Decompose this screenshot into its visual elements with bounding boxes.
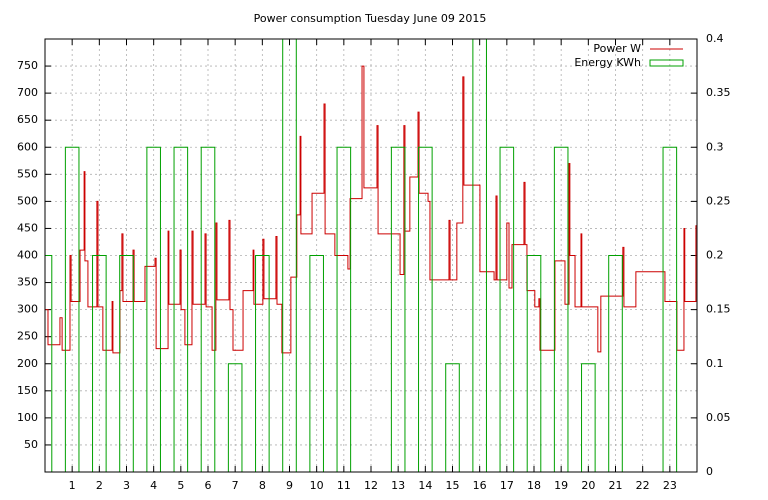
- y-tick-label: 50: [24, 438, 38, 451]
- x-tick-label: 18: [527, 479, 541, 492]
- y-tick-label: 250: [17, 330, 38, 343]
- x-tick-label: 3: [123, 479, 130, 492]
- x-tick-label: 17: [500, 479, 514, 492]
- x-tick-label: 20: [581, 479, 595, 492]
- y-tick-label: 500: [17, 194, 38, 207]
- y2-tick-label: 0.25: [706, 194, 731, 207]
- x-tick-label: 12: [364, 479, 378, 492]
- x-tick-label: 23: [663, 479, 677, 492]
- y-tick-label: 300: [17, 303, 38, 316]
- y-tick-label: 100: [17, 411, 38, 424]
- x-tick-label: 21: [609, 479, 623, 492]
- y2-tick-label: 0.15: [706, 303, 731, 316]
- y-tick-label: 350: [17, 276, 38, 289]
- y2-tick-label: 0.2: [706, 249, 724, 262]
- legend-label: Energy KWh: [574, 56, 641, 69]
- y-tick-label: 400: [17, 249, 38, 262]
- x-tick-label: 15: [446, 479, 460, 492]
- legend-swatch: [649, 59, 684, 67]
- x-tick-label: 2: [96, 479, 103, 492]
- y-tick-label: 150: [17, 384, 38, 397]
- y2-tick-label: 0.1: [706, 357, 724, 370]
- y2-tick-label: 0.05: [706, 411, 731, 424]
- y2-tick-label: 0: [706, 465, 713, 478]
- y-tick-label: 200: [17, 357, 38, 370]
- x-tick-label: 13: [391, 479, 405, 492]
- x-tick-label: 4: [150, 479, 157, 492]
- y-tick-label: 550: [17, 167, 38, 180]
- x-tick-label: 7: [232, 479, 239, 492]
- y2-tick-label: 0.35: [706, 86, 731, 99]
- power-line: [45, 65, 697, 354]
- x-tick-label: 14: [418, 479, 432, 492]
- x-tick-label: 9: [286, 479, 293, 492]
- x-tick-label: 8: [259, 479, 266, 492]
- y2-tick-label: 0.3: [706, 140, 724, 153]
- y-tick-label: 750: [17, 59, 38, 72]
- y2-tick-label: 0.4: [706, 32, 724, 45]
- y-tick-label: 450: [17, 221, 38, 234]
- legend-label: Power W: [593, 42, 641, 55]
- x-tick-label: 10: [310, 479, 324, 492]
- x-tick-label: 19: [554, 479, 568, 492]
- y-tick-label: 650: [17, 113, 38, 126]
- x-tick-label: 11: [337, 479, 351, 492]
- x-tick-label: 6: [205, 479, 212, 492]
- plot-border: [44, 38, 698, 473]
- y-tick-label: 600: [17, 140, 38, 153]
- x-tick-label: 5: [177, 479, 184, 492]
- y-tick-label: 700: [17, 86, 38, 99]
- chart-title: Power consumption Tuesday June 09 2015: [254, 12, 487, 25]
- x-tick-label: 1: [69, 479, 76, 492]
- x-tick-label: 16: [473, 479, 487, 492]
- x-tick-label: 22: [636, 479, 650, 492]
